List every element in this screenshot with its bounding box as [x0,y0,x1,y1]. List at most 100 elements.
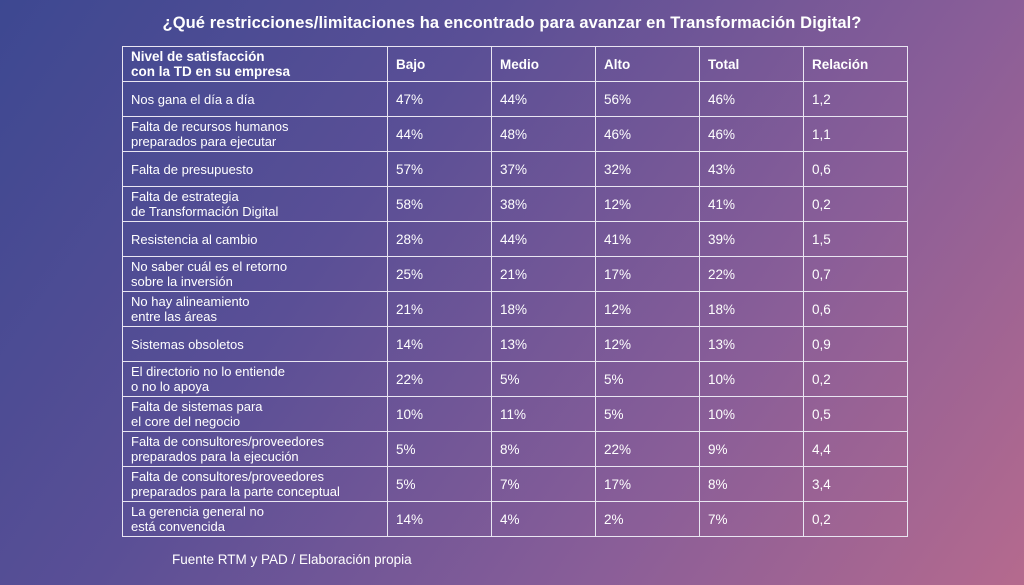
row-label: El directorio no lo entiende o no lo apoy… [122,361,388,397]
table-cell: 41% [699,186,804,222]
table-cell: 12% [595,326,700,362]
table-cell: 2% [595,501,700,537]
table-cell: 8% [491,431,596,467]
table-cell: 0,9 [803,326,908,362]
row-label: No hay alineamiento entre las áreas [122,291,388,327]
table-cell: 5% [387,431,492,467]
table-cell: 17% [595,256,700,292]
table-cell: 10% [699,396,804,432]
header-label-line: Nivel de satisfacción [131,49,265,64]
row-label-line: Resistencia al cambio [131,231,258,247]
table-cell: 12% [595,291,700,327]
table-cell: 12% [595,186,700,222]
table-cell: 0,6 [803,291,908,327]
table-cell: 17% [595,466,700,502]
row-label-line: No saber cuál es el retorno [131,259,288,274]
row-label: Resistencia al cambio [122,221,388,257]
row-label: Falta de consultores/proveedores preparad… [122,431,388,467]
table-cell: 3,4 [803,466,908,502]
table-cell: 10% [387,396,492,432]
table-cell: 4,4 [803,431,908,467]
column-header-relacion: Relación [803,46,908,82]
table-row: No hay alineamiento entre las áreas 21% 18%… [122,291,908,327]
table-cell: 10% [699,361,804,397]
row-label-line: preparados para la parte conceptual [131,484,340,499]
table-cell: 5% [387,466,492,502]
table-cell: 37% [491,151,596,187]
column-header-alto: Alto [595,46,700,82]
table-header-row: Nivel de satisfacción con la TD en su em… [122,46,908,82]
table-cell: 22% [595,431,700,467]
row-label: La gerencia general no está convencida [122,501,388,537]
row-label-line: Falta de recursos humanos [131,119,289,134]
table-row: Falta de sistemas para el core del negoci… [122,396,908,432]
header-label-line: con la TD en su empresa [131,64,291,79]
table-body: Nos gana el día a día 47% 44% 56% 46% 1,2 Falt… [122,81,908,537]
row-label-line: está convencida [131,519,225,534]
row-label-line: Falta de consultores/proveedores [131,434,324,449]
chart-title: ¿Qué restricciones/limitaciones ha encon… [162,14,862,32]
row-label-line: preparados para ejecutar [131,134,277,149]
table-cell: 22% [387,361,492,397]
table-row: Falta de recursos humanos preparados para… [122,116,908,152]
header-row-label: Nivel de satisfacción con la TD en su em… [122,46,388,82]
row-label-line: de Transformación Digital [131,204,279,219]
source-note: Fuente RTM y PAD / Elaboración propia [172,552,412,567]
table-row: Falta de consultores/proveedores preparad… [122,466,908,502]
table-cell: 44% [491,81,596,117]
table-row: El directorio no lo entiende o no lo apoy… [122,361,908,397]
row-label: Falta de estrategia de Transformación Dig… [122,186,388,222]
row-label-line: Falta de presupuesto [131,161,254,177]
table-cell: 0,2 [803,186,908,222]
table-row: Falta de consultores/proveedores preparad… [122,431,908,467]
row-label: No saber cuál es el retorno sobre la inve… [122,256,388,292]
table-cell: 5% [595,396,700,432]
table-cell: 13% [491,326,596,362]
table-cell: 44% [387,116,492,152]
table-row: Falta de presupuesto 57% 37% 32% 43% 0,6 [122,151,908,187]
table-cell: 46% [699,116,804,152]
table-cell: 25% [387,256,492,292]
table-cell: 39% [699,221,804,257]
table-cell: 0,2 [803,361,908,397]
table-row: Resistencia al cambio 28% 44% 41% 39% 1,5 [122,221,908,257]
table-cell: 1,5 [803,221,908,257]
row-label-line: Falta de sistemas para [131,399,263,414]
table-cell: 0,7 [803,256,908,292]
table-cell: 43% [699,151,804,187]
table-row: La gerencia general no está convencida 14%… [122,501,908,537]
row-label-line: sobre la inversión [131,274,233,289]
table-cell: 1,2 [803,81,908,117]
row-label-line: o no lo apoya [131,379,210,394]
table-cell: 8% [699,466,804,502]
table-row: Nos gana el día a día 47% 44% 56% 46% 1,2 [122,81,908,117]
table-cell: 18% [491,291,596,327]
table-cell: 13% [699,326,804,362]
column-header-medio: Medio [491,46,596,82]
row-label-line: preparados para la ejecución [131,449,299,464]
row-label: Falta de consultores/proveedores preparad… [122,466,388,502]
table-cell: 46% [699,81,804,117]
row-label: Nos gana el día a día [122,81,388,117]
table-cell: 0,5 [803,396,908,432]
table-cell: 56% [595,81,700,117]
table-cell: 14% [387,501,492,537]
table-cell: 48% [491,116,596,152]
row-label-line: Falta de consultores/proveedores [131,469,324,484]
table-cell: 0,6 [803,151,908,187]
table-cell: 1,1 [803,116,908,152]
row-label-line: La gerencia general no [131,504,264,519]
table-cell: 22% [699,256,804,292]
column-header-total: Total [699,46,804,82]
table-cell: 9% [699,431,804,467]
row-label-line: Sistemas obsoletos [131,336,244,352]
table-cell: 11% [491,396,596,432]
table-cell: 5% [595,361,700,397]
table-cell: 7% [491,466,596,502]
table-cell: 44% [491,221,596,257]
table-cell: 32% [595,151,700,187]
table-row: Falta de estrategia de Transformación Dig… [122,186,908,222]
table-cell: 0,2 [803,501,908,537]
table-cell: 7% [699,501,804,537]
table-cell: 58% [387,186,492,222]
